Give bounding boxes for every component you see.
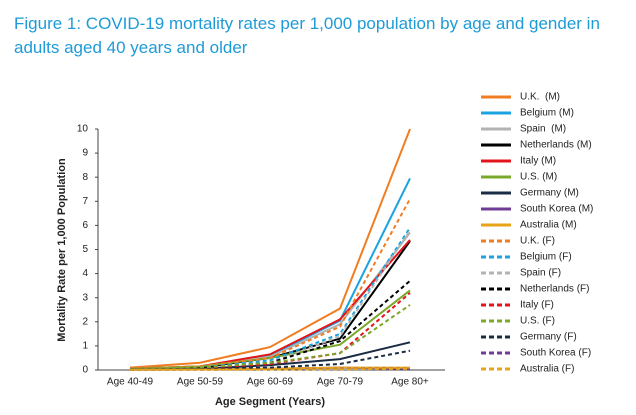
legend-label: Belgium (F)	[520, 252, 572, 263]
legend-label: U.K. (M)	[520, 92, 560, 103]
y-tick-label: 8	[82, 172, 88, 183]
chart-title: Figure 1: COVID-19 mortality rates per 1…	[14, 14, 600, 57]
y-tick-label: 2	[82, 316, 88, 327]
x-axis-label: Age Segment (Years)	[215, 396, 325, 408]
series-line	[129, 177, 411, 370]
legend-label: South Korea (M)	[520, 204, 593, 215]
x-tick-label: Age 70-79	[317, 377, 364, 388]
series-line	[129, 304, 411, 371]
legend-label: U.K. (F)	[520, 236, 555, 247]
legend-label: U.S. (M)	[520, 172, 557, 183]
y-tick-label: 4	[82, 268, 88, 279]
y-tick-label: 1	[82, 341, 88, 352]
legend-label: Australia (F)	[520, 364, 574, 375]
legend-label: Netherlands (M)	[520, 140, 592, 151]
legend-label: Germany (M)	[520, 188, 579, 199]
y-tick-label: 5	[82, 244, 88, 255]
series-line	[129, 240, 411, 370]
legend-label: Spain (M)	[520, 124, 566, 135]
legend-label: Italy (M)	[520, 156, 556, 167]
y-tick-label: 7	[82, 196, 88, 207]
series-line	[129, 292, 411, 371]
legend-label: Italy (F)	[520, 300, 554, 311]
legend-label: Belgium (M)	[520, 108, 574, 119]
y-tick-label: 3	[82, 292, 88, 303]
series-line	[129, 128, 411, 369]
y-tick-label: 6	[82, 220, 88, 231]
y-axis-label: Mortality Rate per 1,000 Population	[56, 158, 68, 342]
legend-label: Germany (F)	[520, 332, 577, 343]
series-line	[130, 367, 411, 371]
legend-label: South Korea (F)	[520, 348, 591, 359]
y-tick-label: 9	[82, 148, 88, 159]
legend-label: U.S. (F)	[520, 316, 555, 327]
series-line	[129, 349, 411, 371]
y-tick-label: 0	[82, 365, 88, 376]
y-tick-label: 10	[77, 124, 89, 135]
x-tick-label: Age 40-49	[107, 377, 154, 388]
legend-label: Spain (F)	[520, 268, 561, 279]
x-tick-label: Age 50-59	[177, 377, 224, 388]
x-tick-label: Age 80+	[391, 377, 429, 388]
series-line	[129, 227, 411, 371]
series-line	[129, 198, 411, 370]
x-tick-label: Age 60-69	[247, 377, 294, 388]
series-line	[129, 239, 411, 370]
legend-label: Netherlands (F)	[520, 284, 589, 295]
legend-label: Australia (M)	[520, 220, 577, 231]
